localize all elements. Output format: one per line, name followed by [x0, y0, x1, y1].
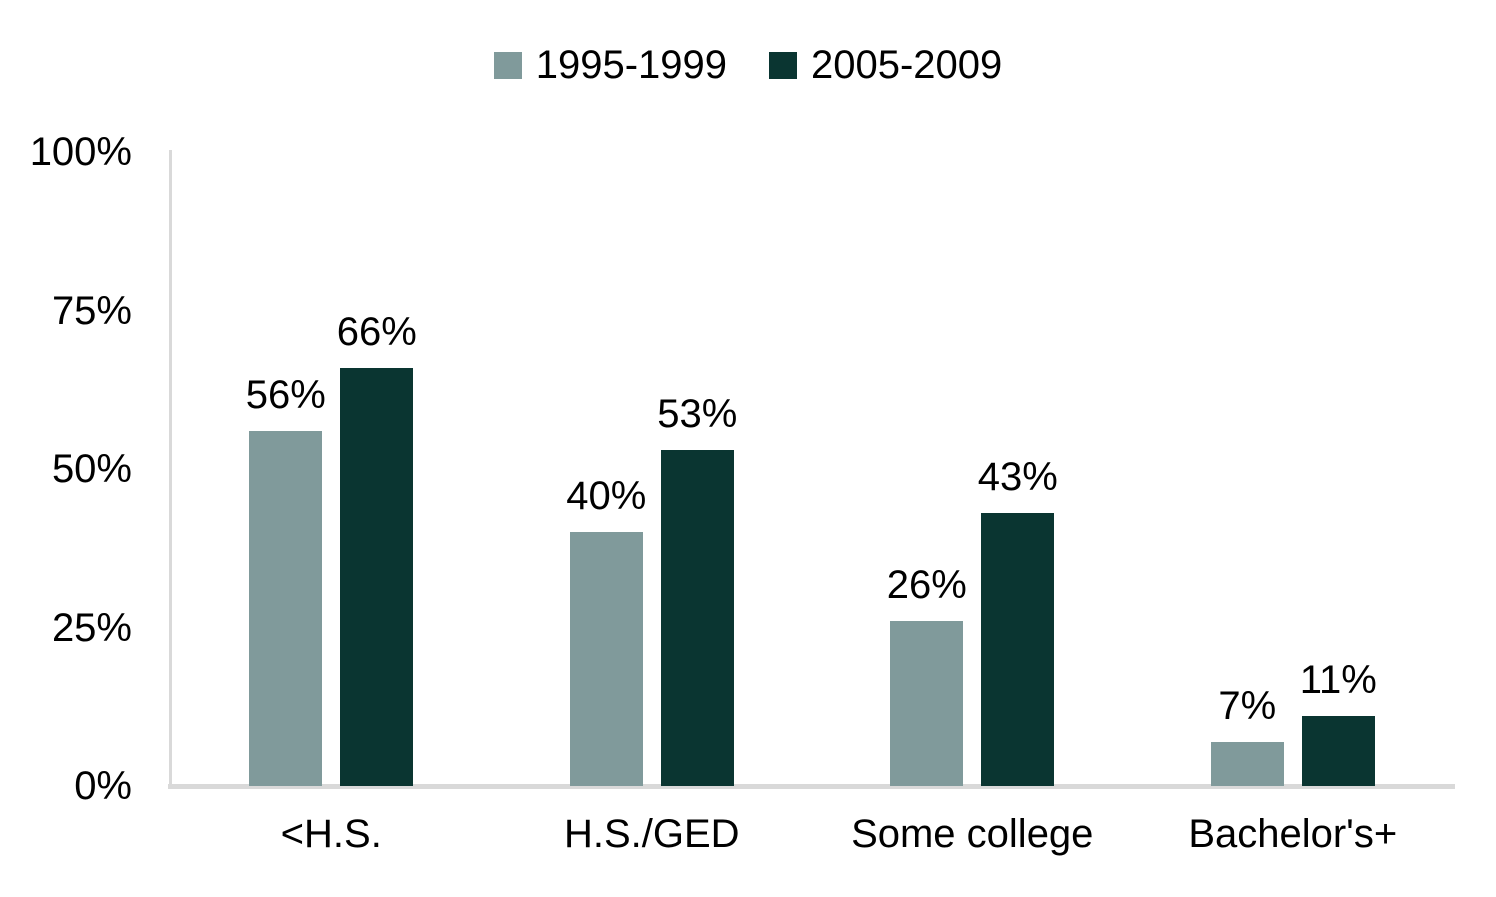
- y-axis-tick-label-50: 50%: [51, 447, 132, 491]
- bar-1995-1999-h-s: 56%: [246, 373, 326, 786]
- bar-group-some-college: 26% 43%: [812, 152, 1133, 786]
- bar-value-label-2005-2009-bachelor-s: 11%: [1299, 658, 1377, 703]
- bar-2005-2009-h-s: 66%: [337, 310, 417, 786]
- bar-value-label-1995-1999-some-college: 26%: [886, 563, 967, 608]
- y-axis-tick-label-25: 25%: [51, 605, 132, 650]
- legend-swatch-icon: [493, 51, 522, 79]
- x-axis-category-label-h-s: <H.S.: [280, 812, 382, 856]
- bar-2005-2009-h-s-ged: 53%: [657, 392, 737, 786]
- bar-value-label-2005-2009-some-college: 43%: [977, 455, 1058, 500]
- bar-value-label-1995-1999-h-s-ged: 40%: [566, 474, 647, 519]
- legend-label: 1995-1999: [535, 43, 727, 87]
- x-axis-category-label-h-s-ged: H.S./GED: [563, 812, 740, 856]
- legend-item-2005-2009: 2005-2009: [769, 42, 1002, 88]
- bar-group-h-s-ged: 40% 53%: [492, 152, 813, 786]
- legend: 1995-1999 2005-2009: [0, 42, 1496, 88]
- bar-group-bachelor-s: 7% 11%: [1133, 152, 1454, 786]
- bar-value-label-2005-2009-h-s: 66%: [336, 309, 417, 354]
- legend-item-1995-1999: 1995-1999: [493, 42, 727, 88]
- bar-value-label-2005-2009-h-s-ged: 53%: [657, 391, 738, 436]
- bar-2005-2009-some-college: 43%: [978, 455, 1058, 786]
- bar-value-label-1995-1999-h-s: 56%: [245, 372, 326, 417]
- x-axis-category-label-some-college: Some college: [851, 812, 1094, 856]
- legend-label: 2005-2009: [811, 43, 1003, 87]
- bar-group-h-s: 56% 66%: [171, 152, 492, 786]
- y-axis-tick-label-75: 75%: [51, 288, 132, 333]
- x-axis-baseline: [168, 784, 1455, 789]
- legend-swatch-icon: [769, 51, 797, 79]
- bar-2005-2009-bachelor-s: 11%: [1300, 658, 1377, 786]
- y-axis-tick-label-100: 100%: [29, 130, 132, 174]
- bar-1995-1999-h-s-ged: 40%: [566, 474, 646, 786]
- y-axis-line: [169, 150, 172, 789]
- bar-1995-1999-some-college: 26%: [887, 563, 967, 786]
- bar-value-label-1995-1999-bachelor-s: 7%: [1218, 683, 1277, 728]
- x-axis-category-label-bachelor-s: Bachelor's+: [1188, 812, 1398, 856]
- y-axis-tick-label-0: 0%: [74, 764, 132, 808]
- bar-1995-1999-bachelor-s: 7%: [1210, 684, 1284, 786]
